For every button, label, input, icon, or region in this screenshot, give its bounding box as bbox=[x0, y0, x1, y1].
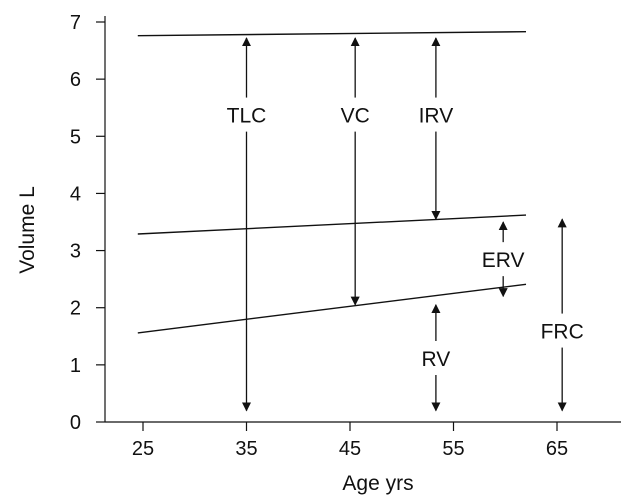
frc-label: FRC bbox=[541, 321, 584, 344]
x-axis-label: Age yrs bbox=[342, 472, 413, 495]
x-tick-label: 25 bbox=[132, 438, 154, 460]
y-tick-label: 2 bbox=[70, 298, 81, 320]
vc-label: VC bbox=[341, 105, 370, 128]
y-tick-label: 0 bbox=[70, 412, 81, 434]
y-tick-label: 5 bbox=[70, 126, 81, 148]
x-tick-label: 55 bbox=[442, 438, 464, 460]
x-tick-label: 35 bbox=[235, 438, 257, 460]
y-tick-label: 1 bbox=[70, 355, 81, 377]
y-tick-label: 4 bbox=[70, 183, 81, 205]
erv-label: ERV bbox=[482, 249, 525, 272]
y-axis-label: Volume L bbox=[16, 186, 39, 274]
irv-label: IRV bbox=[419, 105, 454, 128]
x-tick-label: 65 bbox=[546, 438, 568, 460]
series-line-2 bbox=[137, 214, 527, 235]
y-tick-label: 6 bbox=[70, 69, 81, 91]
rv-label: RV bbox=[422, 348, 451, 371]
tlc-label: TLC bbox=[227, 105, 267, 128]
series-layer bbox=[137, 31, 527, 334]
y-tick-label: 7 bbox=[70, 12, 81, 34]
annotation-layer: TLC VC IRV ERV RV FRC bbox=[227, 37, 584, 412]
series-line-3 bbox=[137, 283, 527, 334]
y-tick-label: 3 bbox=[70, 241, 81, 263]
series-line-1 bbox=[137, 31, 527, 37]
x-tick-label: 45 bbox=[339, 438, 361, 460]
